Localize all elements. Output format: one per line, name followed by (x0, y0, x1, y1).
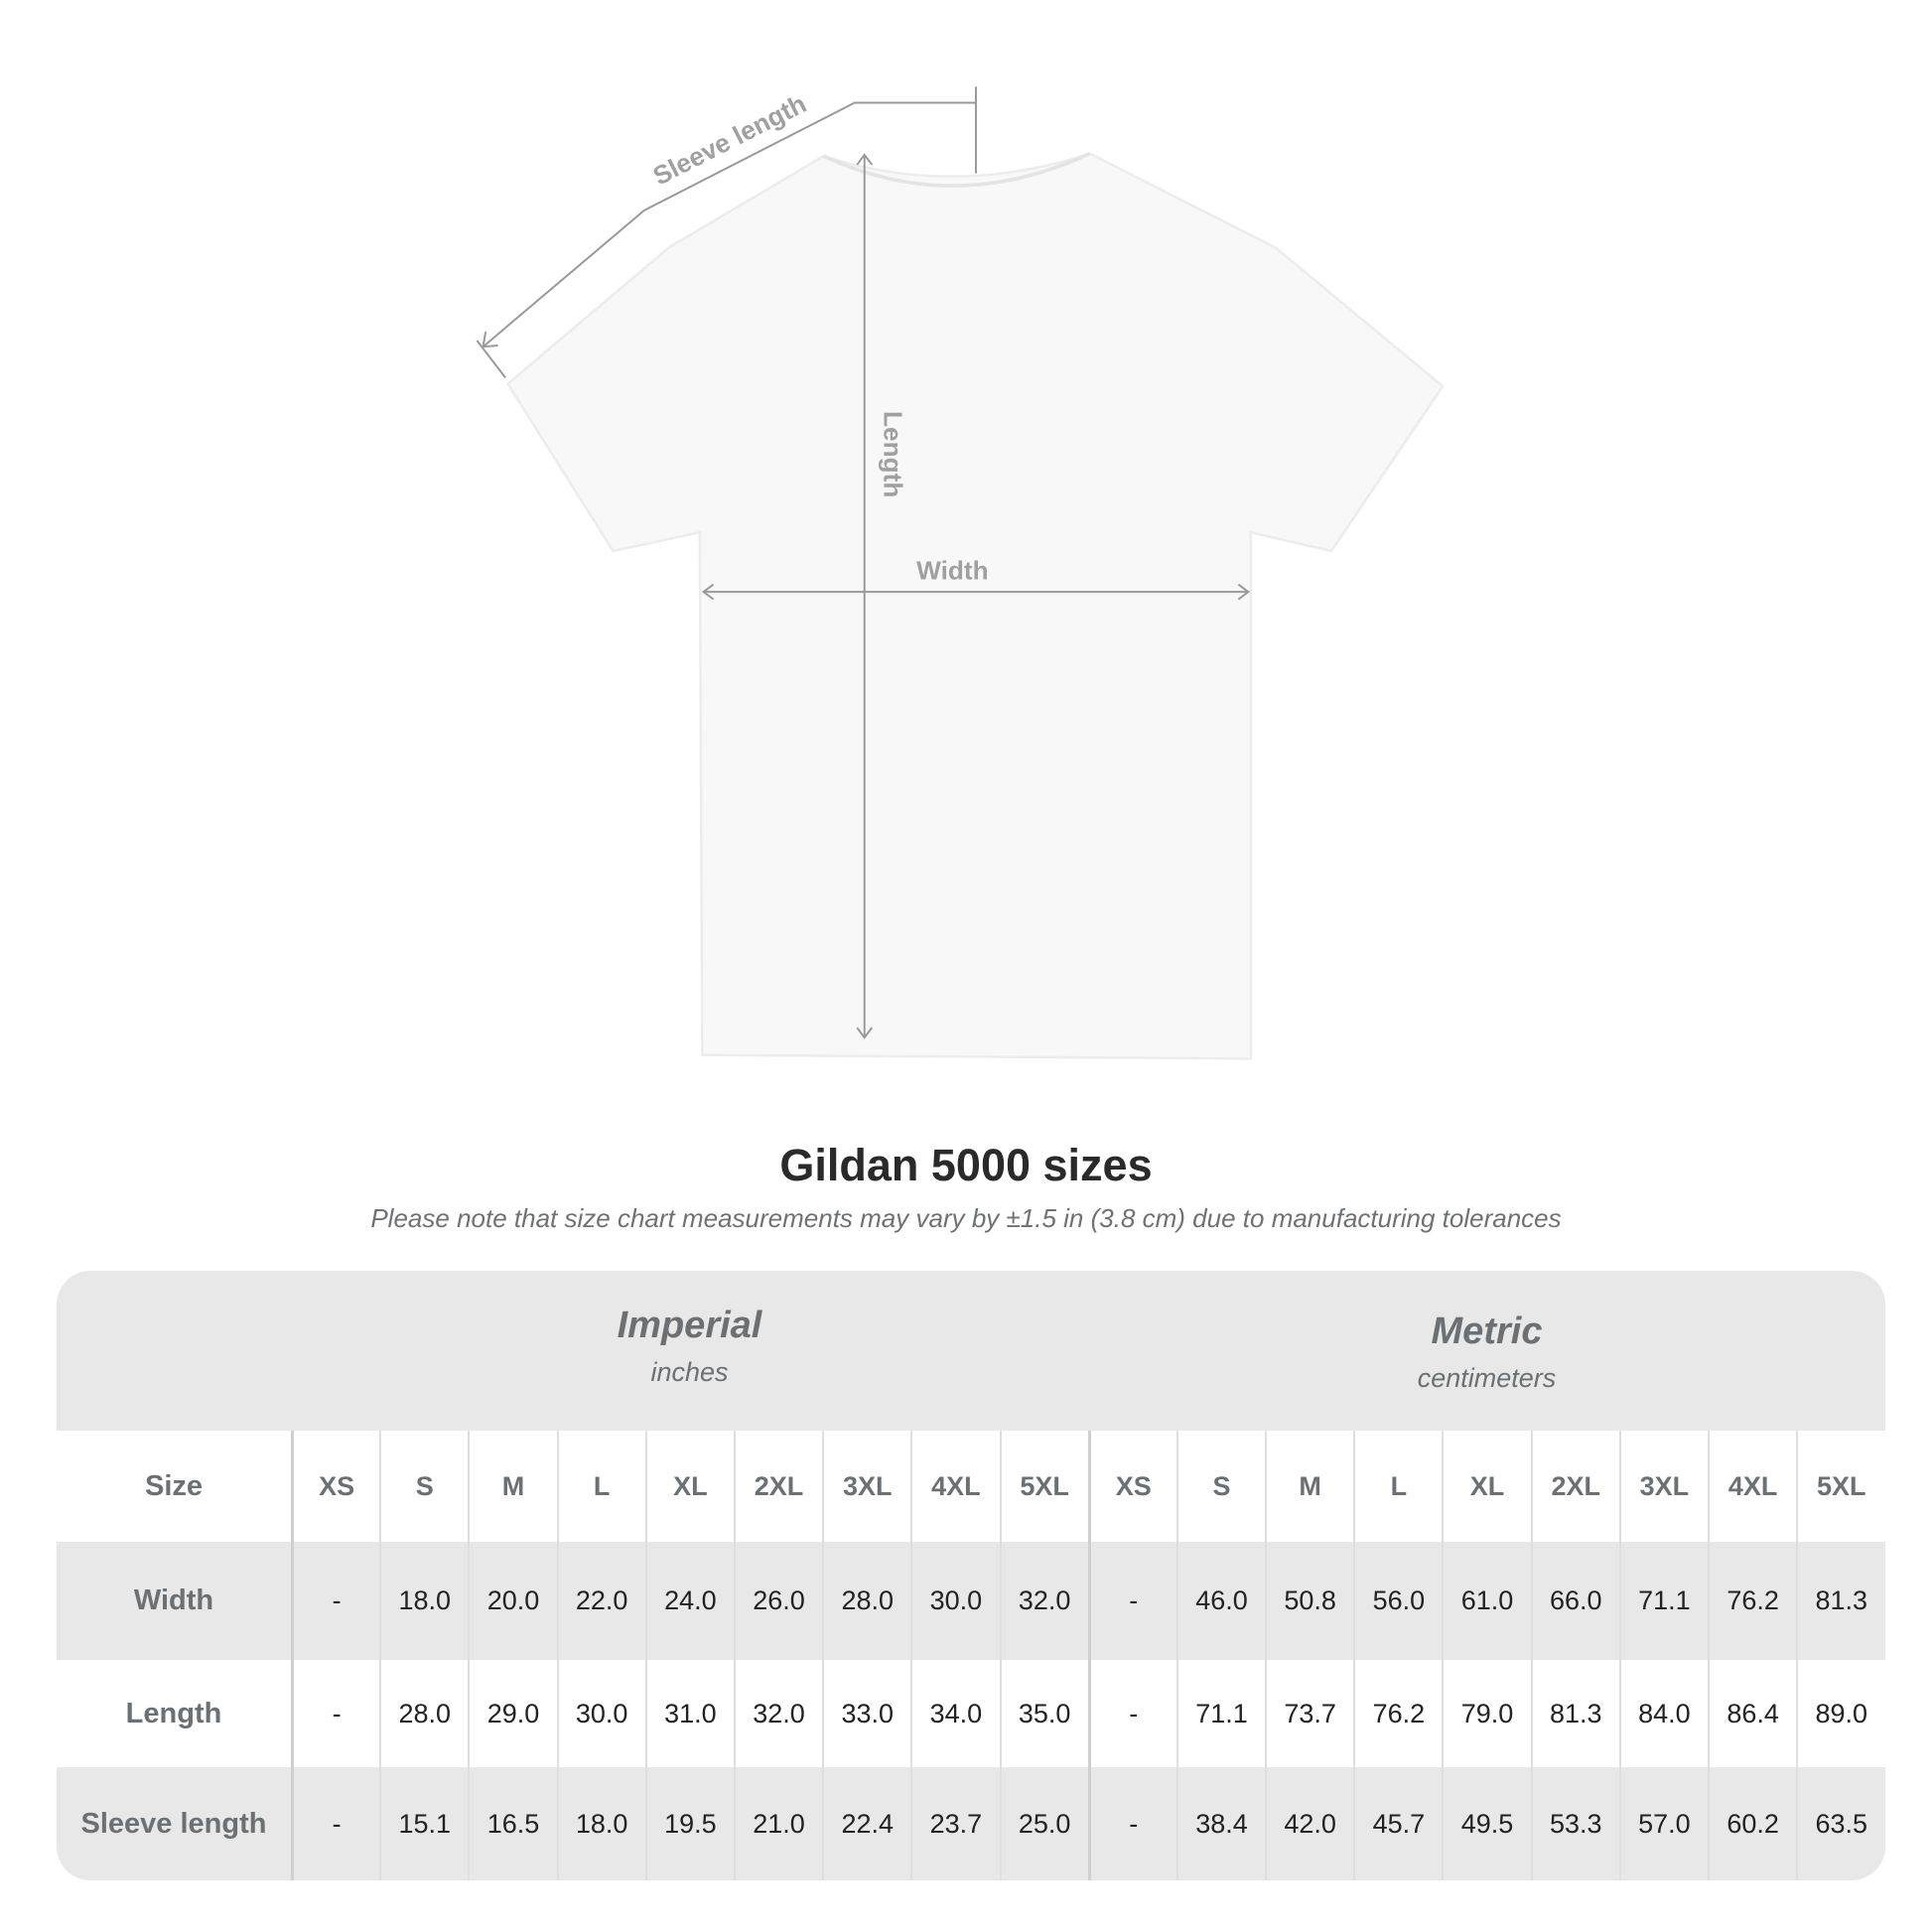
row-label: Width (133, 1585, 214, 1616)
metric-value-cell: - (1087, 1660, 1176, 1767)
metric-value-cell: 81.3 (1530, 1660, 1619, 1767)
imperial-value-cell: 23.7 (910, 1767, 999, 1880)
sleeve-length-label: Sleeve length (648, 88, 811, 191)
tolerance-note: Please note that size chart measurements… (370, 1203, 1562, 1233)
imperial-size-header: M (468, 1431, 556, 1542)
metric-value-cell: 76.2 (1353, 1660, 1442, 1767)
length-label: Length (879, 411, 908, 497)
metric-value-cell: 49.5 (1442, 1767, 1530, 1880)
imperial-value-cell: 26.0 (733, 1542, 822, 1660)
imperial-value-cell: 28.0 (379, 1660, 468, 1767)
metric-value-cell: 45.7 (1353, 1767, 1442, 1880)
row-label: Length (125, 1697, 222, 1729)
metric-size-header: 5XL (1796, 1431, 1884, 1542)
row-label: Sleeve length (80, 1807, 267, 1840)
metric-value-cell: 71.1 (1618, 1542, 1708, 1660)
imperial-value-cell: 18.0 (556, 1767, 645, 1880)
imperial-value-cell: - (291, 1767, 379, 1880)
imperial-value-cell: - (291, 1660, 379, 1767)
metric-value-cell: 79.0 (1442, 1660, 1530, 1767)
imperial-value-cell: 30.0 (556, 1660, 645, 1767)
imperial-heading: Imperial (617, 1305, 762, 1346)
imperial-unit: inches (650, 1357, 729, 1387)
imperial-value-cell: 32.0 (733, 1660, 822, 1767)
metric-value-cell: 89.0 (1796, 1660, 1884, 1767)
metric-value-cell: 71.1 (1175, 1660, 1265, 1767)
imperial-value-cell: 20.0 (468, 1542, 556, 1660)
metric-size-header: XS (1087, 1431, 1176, 1542)
imperial-value-cell: 28.0 (822, 1542, 910, 1660)
imperial-size-header: XL (644, 1431, 734, 1542)
tshirt-collar (822, 151, 1091, 188)
imperial-value-cell: 25.0 (999, 1767, 1088, 1880)
size-header-row: Size XS S M L XL 2XL 3XL 4XL 5XL XS S M L XL 2XL 3XL 4XL 5… (57, 1431, 1885, 1542)
imperial-value-cell: 24.0 (644, 1542, 734, 1660)
metric-size-header: L (1353, 1431, 1442, 1542)
metric-value-cell: 73.7 (1265, 1660, 1353, 1767)
imperial-size-header: XS (291, 1431, 379, 1542)
imperial-value-cell: 29.0 (468, 1660, 556, 1767)
imperial-size-header: L (556, 1431, 645, 1542)
metric-value-cell: - (1087, 1767, 1176, 1880)
imperial-size-header: 2XL (733, 1431, 822, 1542)
imperial-value-cell: 33.0 (822, 1660, 910, 1767)
width-label: Width (916, 556, 988, 586)
sleeve-length-line (482, 101, 976, 347)
arrow-icon (482, 332, 498, 348)
metric-value-cell: 53.3 (1530, 1767, 1619, 1880)
imperial-size-header: 3XL (822, 1431, 910, 1542)
metric-size-header: 2XL (1530, 1431, 1619, 1542)
metric-size-header: XL (1442, 1431, 1530, 1542)
imperial-value-cell: - (291, 1542, 379, 1660)
imperial-value-cell: 22.0 (556, 1542, 645, 1660)
metric-value-cell: 38.4 (1175, 1767, 1265, 1880)
metric-value-cell: 46.0 (1175, 1542, 1265, 1660)
metric-value-cell: 86.4 (1708, 1660, 1796, 1767)
metric-value-cell: 56.0 (1353, 1542, 1442, 1660)
imperial-value-cell: 18.0 (379, 1542, 468, 1660)
table-row: Width -18.0 20.0 22.0 24.0 26.0 28.0 30.0 32.0-4… (57, 1542, 1885, 1660)
metric-value-cell: 42.0 (1265, 1767, 1353, 1880)
metric-heading: Metric (1431, 1311, 1543, 1352)
row-label: Size (144, 1469, 204, 1502)
metric-size-header: S (1175, 1431, 1265, 1542)
imperial-size-header: 5XL (999, 1431, 1088, 1542)
imperial-value-cell: 16.5 (468, 1767, 556, 1880)
imperial-value-cell: 34.0 (910, 1660, 999, 1767)
page-title: Gildan 5000 sizes (779, 1140, 1153, 1190)
imperial-value-cell: 31.0 (644, 1660, 734, 1767)
imperial-size-header: S (379, 1431, 468, 1542)
size-table: Imperial inches Metric centimeters Size X… (57, 1271, 1885, 1880)
metric-value-cell: 50.8 (1265, 1542, 1353, 1660)
metric-value-cell: 81.3 (1796, 1542, 1884, 1660)
metric-value-cell: 61.0 (1442, 1542, 1530, 1660)
imperial-header: Imperial inches (291, 1271, 1088, 1431)
imperial-value-cell: 22.4 (822, 1767, 910, 1880)
metric-value-cell: 60.2 (1708, 1767, 1796, 1880)
metric-size-header: 4XL (1708, 1431, 1796, 1542)
metric-value-cell: 66.0 (1530, 1542, 1619, 1660)
tshirt-shape (505, 152, 1445, 1060)
metric-value-cell: 76.2 (1708, 1542, 1796, 1660)
table-row: Length -28.0 29.0 30.0 31.0 32.0 33.0 34.0 35.0-… (57, 1660, 1885, 1767)
imperial-value-cell: 15.1 (379, 1767, 468, 1880)
metric-value-cell: 57.0 (1618, 1767, 1708, 1880)
metric-size-header: 3XL (1618, 1431, 1708, 1542)
imperial-value-cell: 32.0 (999, 1542, 1088, 1660)
tshirt-diagram: Sleeve length Length Width (476, 86, 1445, 1060)
metric-unit: centimeters (1417, 1363, 1557, 1393)
imperial-value-cell: 35.0 (999, 1660, 1088, 1767)
imperial-size-header: 4XL (910, 1431, 999, 1542)
metric-value-cell: 84.0 (1618, 1660, 1708, 1767)
metric-size-header: M (1265, 1431, 1353, 1542)
imperial-value-cell: 21.0 (733, 1767, 822, 1880)
metric-value-cell: - (1087, 1542, 1176, 1660)
metric-value-cell: 63.5 (1796, 1767, 1884, 1880)
imperial-value-cell: 19.5 (644, 1767, 734, 1880)
table-row: Sleeve length -15.1 16.5 18.0 19.5 21.0 22.4 23… (57, 1767, 1885, 1880)
imperial-value-cell: 30.0 (910, 1542, 999, 1660)
metric-header: Metric centimeters (1088, 1271, 1885, 1437)
